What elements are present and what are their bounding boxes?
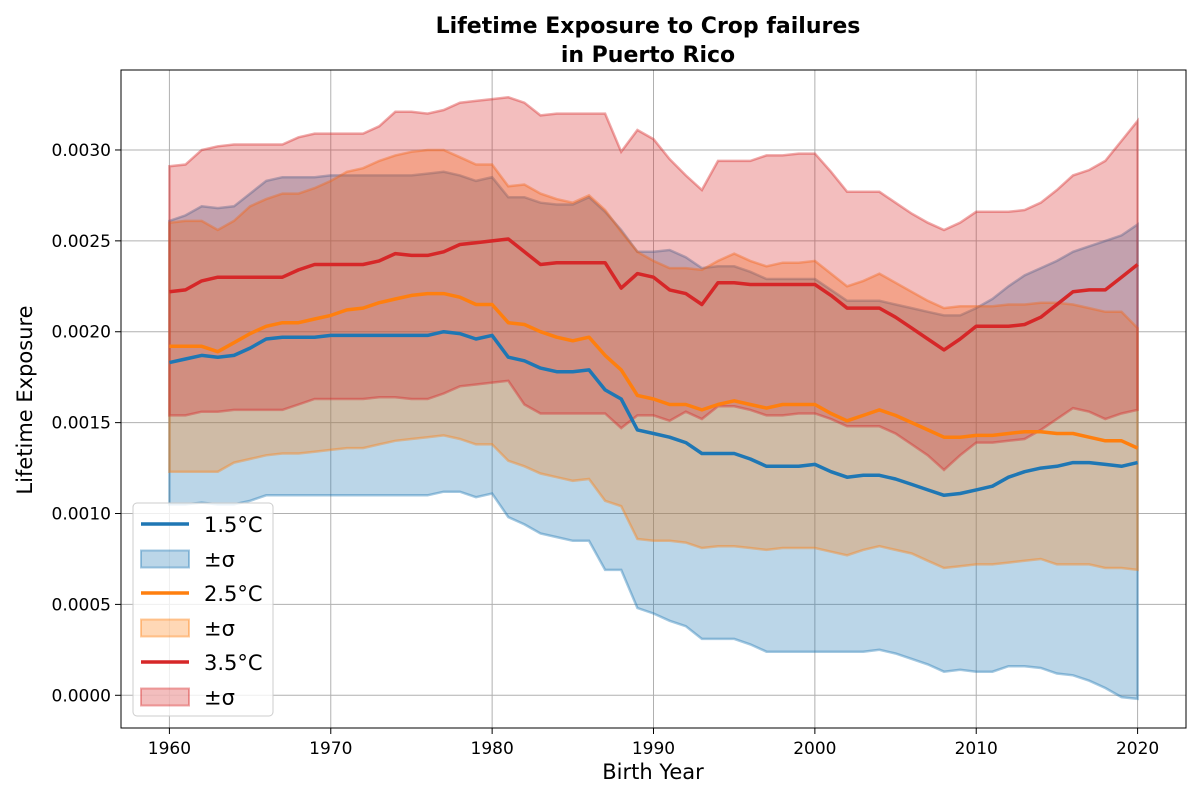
legend-entry-label: 2.5°C <box>204 582 263 606</box>
legend: 1.5°C ±σ 2.5°C ±σ 3.5°C ±σ <box>132 502 274 717</box>
chart-title-line2: in Puerto Rico <box>561 43 735 68</box>
mean-line-1 <box>169 329 1138 498</box>
legend-band-label: ±σ <box>204 686 235 710</box>
x-tick-label: 1970 <box>309 739 352 759</box>
x-axis-label: Birth Year <box>602 760 704 784</box>
x-tick-label: 1980 <box>471 739 514 759</box>
legend-band-label: ±σ <box>204 548 235 572</box>
y-axis-label: Lifetime Exposure <box>13 305 37 494</box>
x-tick-label: 1990 <box>632 739 675 759</box>
legend-band-label: ±σ <box>204 617 235 641</box>
mean-line-3 <box>169 237 1139 352</box>
mean-line-2 <box>169 291 1139 450</box>
y-tick-label: 0.0030 <box>52 141 111 161</box>
grid-layer <box>121 70 1186 728</box>
band-1 <box>168 170 1139 701</box>
legend-entry-label: 1.5°C <box>204 513 263 537</box>
y-tick-label: 0.0010 <box>52 505 111 525</box>
x-tick-label: 2020 <box>1116 739 1159 759</box>
legend-entry-label: 3.5°C <box>204 651 263 675</box>
y-tick-label: 0.0015 <box>52 414 111 434</box>
x-tick-label: 2010 <box>955 739 998 759</box>
legend-band-swatch <box>140 618 190 638</box>
band-3 <box>168 96 1139 472</box>
x-tick-label: 2000 <box>793 739 836 759</box>
y-tick-label: 0.0005 <box>52 595 111 615</box>
legend-band-swatch <box>140 549 190 569</box>
line-layer <box>169 237 1139 498</box>
tick-layer: 1960 1970 1980 1990 2000 2010 2020 0.0000 0.0005… <box>52 141 1160 759</box>
y-tick-label: 0.0000 <box>52 686 111 706</box>
chart-title-line1: Lifetime Exposure to Crop failures <box>436 14 861 39</box>
y-tick-label: 0.0020 <box>52 323 111 343</box>
y-tick-label: 0.0025 <box>52 232 111 252</box>
x-tick-label: 1960 <box>148 739 191 759</box>
legend-band-swatch <box>140 687 190 707</box>
